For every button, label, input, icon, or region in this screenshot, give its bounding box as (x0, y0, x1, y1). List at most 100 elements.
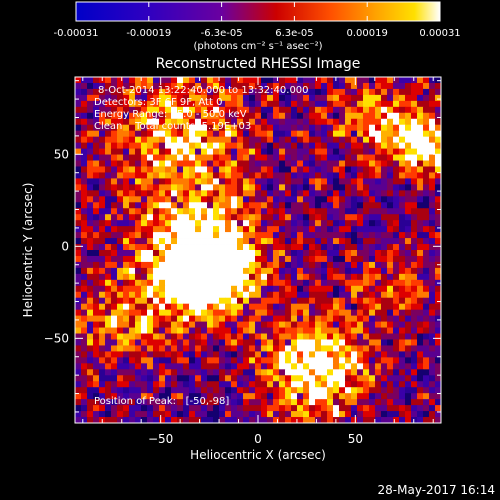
heatmap-cell (195, 393, 202, 400)
heatmap-cell (99, 142, 106, 149)
heatmap-cell (183, 220, 190, 227)
heatmap-cell (333, 363, 340, 370)
heatmap-cell (279, 94, 286, 102)
heatmap-cell (405, 387, 412, 394)
heatmap-cell (177, 130, 184, 138)
heatmap-cell (189, 405, 196, 412)
heatmap-cell (75, 417, 82, 424)
heatmap-cell (105, 411, 112, 418)
heatmap-cell (207, 100, 214, 108)
heatmap-cell (225, 363, 232, 370)
heatmap-cell (129, 381, 136, 388)
heatmap-cell (99, 363, 106, 370)
heatmap-cell (267, 214, 274, 221)
heatmap-cell (153, 405, 160, 412)
heatmap-cell (369, 148, 376, 155)
heatmap-cell (393, 363, 400, 370)
heatmap-cell (165, 411, 172, 418)
heatmap-cell (117, 303, 124, 311)
heatmap-cell (375, 411, 382, 418)
heatmap-cell (237, 327, 244, 334)
heatmap-cell (243, 315, 250, 322)
heatmap-cell (435, 339, 442, 346)
heatmap-cell (321, 315, 328, 322)
heatmap-cell (123, 327, 130, 334)
heatmap-cell (75, 339, 82, 346)
heatmap-cell (153, 160, 160, 167)
heatmap-cell (363, 285, 370, 293)
heatmap-cell (303, 381, 310, 388)
heatmap-cell (183, 357, 190, 364)
heatmap-cell (255, 297, 262, 305)
heatmap-cell (249, 77, 256, 84)
heatmap-cell (159, 142, 166, 149)
heatmap-cell (195, 220, 202, 227)
heatmap-cell (81, 118, 88, 126)
heatmap-cell (165, 100, 172, 108)
heatmap-cell (243, 244, 250, 251)
heatmap-cell (255, 136, 262, 144)
heatmap-cell (249, 369, 256, 376)
heatmap-cell (189, 166, 196, 173)
heatmap-cell (171, 375, 178, 382)
heatmap-cell (213, 285, 220, 293)
heatmap-cell (111, 202, 118, 209)
heatmap-cell (405, 184, 412, 191)
heatmap-cell (435, 184, 442, 191)
heatmap-cell (357, 184, 364, 191)
heatmap-cell (183, 309, 190, 317)
heatmap-cell (369, 339, 376, 346)
heatmap-cell (261, 214, 268, 221)
heatmap-cell (123, 202, 130, 209)
heatmap-cell (213, 112, 220, 120)
heatmap-cell (105, 297, 112, 305)
heatmap-cell (291, 130, 298, 138)
heatmap-cell (243, 88, 250, 96)
heatmap-cell (75, 124, 82, 132)
heatmap-cell (315, 208, 322, 215)
heatmap-cell (249, 148, 256, 155)
heatmap-cell (237, 315, 244, 322)
heatmap-cell (129, 285, 136, 293)
heatmap-cell (339, 381, 346, 388)
heatmap-cell (369, 411, 376, 418)
heatmap-cell (279, 387, 286, 394)
heatmap-cell (153, 82, 160, 90)
heatmap-cell (195, 178, 202, 185)
heatmap-cell (147, 321, 154, 328)
heatmap-cell (357, 142, 364, 149)
heatmap-cell (303, 238, 310, 245)
heatmap-cell (333, 381, 340, 388)
heatmap-cell (309, 273, 316, 281)
heatmap-cell (165, 238, 172, 245)
heatmap-cell (267, 309, 274, 317)
heatmap-cell (159, 148, 166, 155)
heatmap-cell (231, 220, 238, 227)
heatmap-cell (339, 321, 346, 328)
heatmap-cell (183, 172, 190, 179)
heatmap-cell (411, 250, 418, 257)
heatmap-cell (123, 405, 130, 412)
heatmap-cell (117, 375, 124, 382)
heatmap-cell (429, 202, 436, 209)
heatmap-cell (285, 357, 292, 364)
heatmap-cell (219, 369, 226, 376)
heatmap-cell (309, 309, 316, 317)
heatmap-cell (207, 124, 214, 132)
heatmap-cell (327, 333, 334, 340)
heatmap-cell (165, 94, 172, 102)
heatmap-cell (279, 285, 286, 293)
heatmap-cell (267, 327, 274, 334)
heatmap-cell (171, 184, 178, 191)
heatmap-cell (381, 82, 388, 90)
heatmap-cell (75, 363, 82, 370)
heatmap-cell (213, 261, 220, 269)
heatmap-cell (435, 345, 442, 352)
heatmap-cell (255, 387, 262, 394)
heatmap-cell (375, 351, 382, 358)
heatmap-cell (111, 375, 118, 382)
heatmap-cell (255, 184, 262, 191)
heatmap-cell (183, 375, 190, 382)
heatmap-cell (273, 238, 280, 245)
heatmap-cell (81, 417, 88, 424)
